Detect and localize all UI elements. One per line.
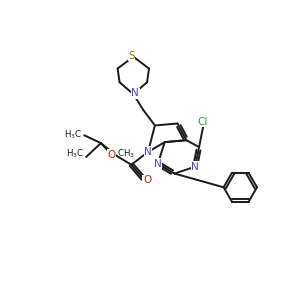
Text: N: N [131,88,139,98]
Text: O: O [108,150,116,160]
Text: O: O [143,176,151,185]
Text: H$_3$C: H$_3$C [66,147,84,160]
Text: H$_3$C: H$_3$C [64,128,82,140]
Text: S: S [128,51,135,61]
Text: N: N [191,162,199,172]
Text: N: N [144,147,152,157]
Text: CH$_3$: CH$_3$ [117,147,134,160]
Text: N: N [154,159,162,169]
Text: Cl: Cl [198,116,208,127]
